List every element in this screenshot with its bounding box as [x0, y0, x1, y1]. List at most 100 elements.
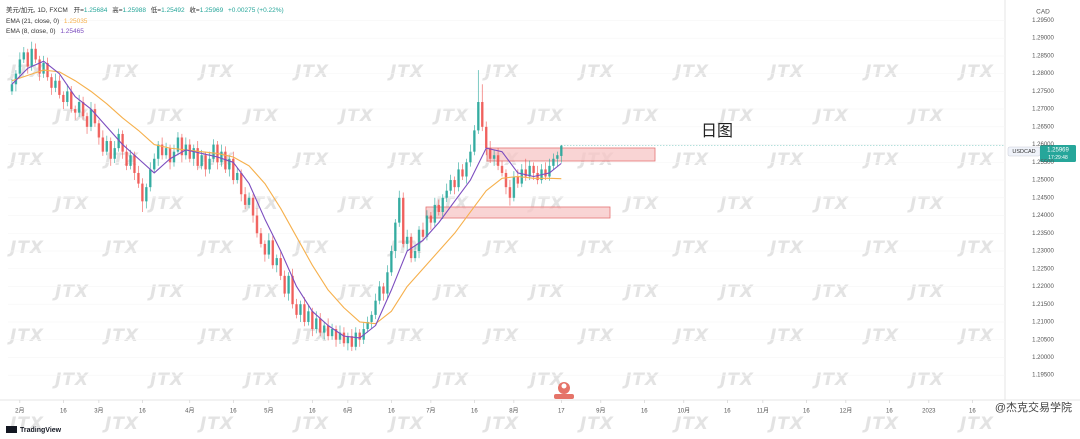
- watermark: JTX: [672, 62, 709, 82]
- candle-body: [113, 148, 116, 159]
- x-tick-label: 2月: [15, 408, 24, 415]
- candle-body: [236, 172, 239, 181]
- candle-body: [338, 332, 342, 340]
- watermark: JTX: [717, 370, 754, 390]
- symbol: 美元/加元, 1D, FXCM: [6, 5, 68, 14]
- watermark: JTX: [577, 326, 614, 346]
- watermark: JTX: [292, 62, 329, 82]
- candle-body: [496, 155, 500, 166]
- watermark: JTX: [147, 282, 184, 302]
- candle-body: [232, 158, 235, 181]
- plot: [10, 41, 1005, 352]
- candle-body: [251, 197, 255, 216]
- indicator-legend: EMA (8, close, 0) 1.25465: [6, 28, 84, 35]
- y-tick-label: 1.25500: [1032, 160, 1054, 166]
- x-tick-label: 7月: [426, 408, 435, 415]
- candle-body: [263, 243, 267, 255]
- watermark: JTX: [387, 414, 424, 434]
- event-flag-base: [554, 394, 574, 399]
- stat-value: 1.25684: [84, 7, 108, 14]
- watermark: JTX: [577, 238, 614, 258]
- candle-body: [62, 94, 65, 103]
- candle-body: [125, 151, 128, 166]
- candle-body: [390, 251, 393, 273]
- y-tick-label: 1.23500: [1032, 231, 1054, 237]
- candle-body: [429, 215, 433, 223]
- candle-body: [346, 336, 350, 344]
- stat-label: 收=: [189, 5, 200, 14]
- watermark: JTX: [767, 238, 804, 258]
- candle-body: [255, 215, 259, 234]
- candle-body: [552, 158, 555, 166]
- watermark: JTX: [337, 194, 374, 214]
- y-tick-label: 1.26000: [1032, 142, 1054, 148]
- candle-body: [354, 332, 358, 347]
- x-tick-label: 16: [471, 409, 478, 415]
- y-tick-label: 1.26500: [1032, 124, 1054, 130]
- candle-body: [560, 145, 563, 156]
- event-flag-icon: [561, 383, 567, 389]
- candle-body: [469, 151, 472, 163]
- candle-body: [544, 169, 547, 177]
- watermark: JTX: [197, 62, 234, 82]
- candle-body: [413, 251, 417, 259]
- indicator-line: [11, 69, 562, 325]
- indicator-name: EMA (8, close, 0): [6, 28, 56, 35]
- candle-body: [275, 258, 278, 266]
- candle-body: [208, 158, 211, 170]
- candle-body: [318, 318, 322, 333]
- watermark: JTX: [622, 370, 659, 390]
- x-tick-label: 16: [388, 409, 395, 415]
- x-tick-label: 16: [230, 409, 237, 415]
- watermark: JTX: [292, 150, 329, 170]
- x-tick-label: 3月: [94, 408, 103, 415]
- candle-body: [133, 155, 136, 173]
- candle-body: [433, 204, 437, 223]
- candle-body: [425, 215, 429, 237]
- candle-body: [117, 133, 120, 149]
- candle-body: [378, 286, 381, 301]
- candle-body: [50, 77, 53, 88]
- watermark: JTX: [197, 326, 234, 346]
- candle-body: [350, 336, 354, 347]
- watermark: JTX: [767, 150, 804, 170]
- candle-body: [524, 169, 527, 177]
- watermark: JTX: [337, 106, 374, 126]
- watermark: JTX: [717, 194, 754, 214]
- candle-body: [441, 197, 444, 212]
- candle-body: [34, 48, 37, 60]
- candle-body: [18, 59, 22, 74]
- watermark: JTX: [242, 106, 279, 126]
- indicator-value: 1.25035: [64, 18, 88, 25]
- x-tick-label: 12月: [840, 408, 853, 415]
- watermark: JTX: [577, 414, 614, 434]
- candle-body: [366, 321, 369, 330]
- watermark: JTX: [482, 238, 519, 258]
- candle-body: [283, 275, 286, 294]
- candle-body: [334, 329, 338, 340]
- watermark: JTX: [862, 62, 899, 82]
- candle-body: [38, 59, 41, 74]
- candle-body: [105, 141, 109, 152]
- watermarks: JTX JTX JTX JTX JTX JTX JTX JTX JTX JTX JTX JTX JTX J…: [7, 62, 993, 434]
- candle-body: [512, 176, 516, 198]
- watermark: JTX: [482, 326, 519, 346]
- candle-body: [382, 286, 385, 294]
- watermark: JTX: [387, 150, 424, 170]
- indicator-name: EMA (21, close, 0): [6, 18, 59, 25]
- candle-body: [532, 165, 535, 173]
- watermark: JTX: [242, 282, 279, 302]
- x-tick-label: 17: [558, 409, 565, 415]
- candle-body: [287, 275, 290, 294]
- watermark: JTX: [622, 282, 659, 302]
- watermark: JTX: [7, 238, 44, 258]
- candle-body: [42, 62, 45, 74]
- candle-body: [196, 148, 199, 166]
- candle-body: [370, 314, 373, 322]
- watermark: JTX: [387, 326, 424, 346]
- watermark: JTX: [862, 150, 899, 170]
- candle-body: [271, 240, 275, 266]
- candle-body: [492, 155, 496, 159]
- y-tick-label: 1.23000: [1032, 249, 1054, 255]
- watermark: JTX: [672, 326, 709, 346]
